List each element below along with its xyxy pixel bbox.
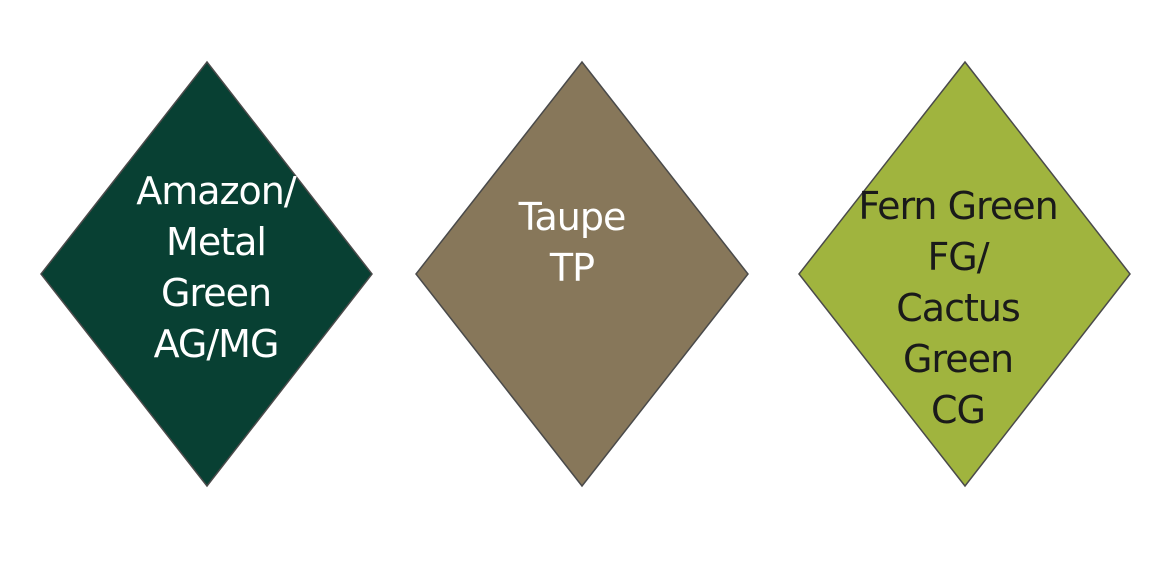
swatch-label-amazon-metal-green: Amazon/ Metal Green AG/MG	[96, 166, 336, 370]
swatch-label-line: Taupe	[518, 195, 627, 239]
swatch-label-line: CG	[931, 388, 986, 432]
swatch-label-line: Amazon/	[136, 169, 296, 213]
swatch-diamond-amazon-metal-green	[40, 60, 373, 488]
swatch-label-line: Green	[160, 271, 272, 315]
swatch-label-line: Fern Green	[858, 184, 1058, 228]
swatch-label-line: FG/	[927, 235, 989, 279]
swatch-diamond-taupe	[415, 60, 749, 488]
swatch-label-taupe: Taupe TP	[452, 192, 692, 294]
swatch-diamond-fern-cactus-green	[798, 60, 1131, 488]
swatch-label-fern-cactus-green: Fern Green FG/ Cactus Green CG	[838, 181, 1078, 436]
swatch-label-line: Green	[902, 337, 1014, 381]
swatch-label-line: Metal	[166, 220, 267, 264]
swatch-label-line: AG/MG	[153, 322, 280, 366]
swatch-label-line: Cactus	[896, 286, 1021, 330]
swatch-label-line: TP	[549, 246, 595, 290]
